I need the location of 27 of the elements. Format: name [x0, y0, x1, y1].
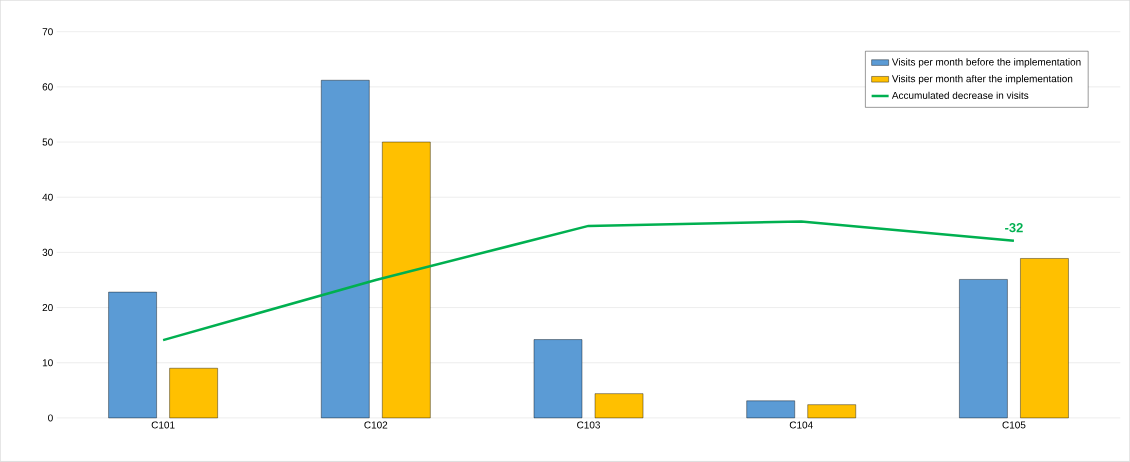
bar	[807, 404, 856, 419]
y-tick-label: 60	[42, 83, 53, 91]
bar	[533, 339, 583, 419]
legend-label: Visits per month after the implementation	[891, 75, 1073, 85]
x-tick-label: C104	[789, 421, 813, 429]
annotation: -32	[1005, 223, 1023, 233]
y-tick-label: 30	[42, 249, 53, 257]
bar	[108, 292, 157, 419]
x-tick-label: C101	[151, 421, 175, 429]
x-tick-label: C105	[1002, 421, 1026, 429]
y-tick-label: 20	[42, 304, 53, 312]
bar	[594, 393, 644, 419]
x-tick-label: C102	[364, 421, 388, 429]
bar	[321, 80, 370, 419]
legend-label: Visits per month before the implementation	[891, 58, 1081, 68]
legend-label: Accumulated decrease in visits	[891, 91, 1029, 100]
bar	[1020, 258, 1069, 419]
bar	[959, 279, 1008, 419]
y-tick-label: 10	[42, 359, 53, 367]
y-tick-label: 40	[42, 193, 53, 201]
x-tick-label: C103	[577, 421, 600, 429]
bar	[746, 400, 795, 419]
y-tick-label: 0	[48, 414, 53, 422]
y-tick-label: 50	[42, 138, 53, 146]
bar	[169, 368, 218, 419]
bar	[382, 142, 431, 419]
y-tick-label: 70	[42, 28, 53, 36]
